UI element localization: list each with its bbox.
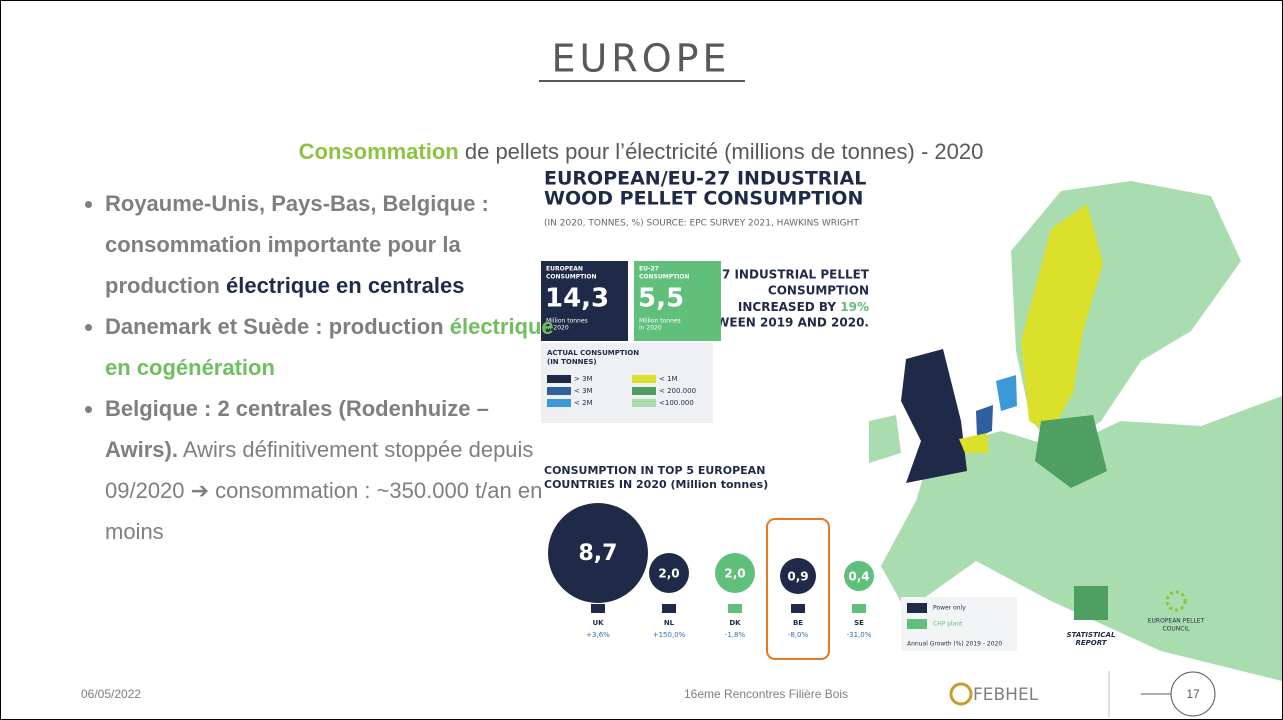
increase-text: EU-27 INDUSTRIAL PELLET: [691, 268, 870, 282]
page-number: 17: [1186, 687, 1200, 701]
bullet-text: Belgique : 2 centrales (Rodenhuize – Awi…: [105, 396, 489, 462]
bubble-value: 2,0: [658, 567, 679, 581]
growth: +150,0%: [653, 631, 686, 639]
bubble: [844, 561, 874, 591]
bubble: [548, 503, 648, 603]
stat-label: EU-27: [639, 266, 659, 273]
bubble: [780, 558, 816, 594]
info-title: EUROPEAN/EU-27 INDUSTRIAL: [544, 168, 866, 190]
growth: -1,8%: [725, 631, 746, 639]
flag: [852, 604, 866, 613]
type-swatch: [907, 603, 927, 613]
country-code: NL: [664, 619, 675, 627]
logo-text: COUNCIL: [1162, 626, 1190, 633]
legend-swatch: [632, 387, 656, 395]
legend-label: < 1M: [659, 375, 678, 383]
stat-value: 5,5: [638, 284, 684, 314]
legend-label: < 200.000: [659, 387, 696, 395]
logo-text: EUROPEAN PELLET: [1148, 618, 1205, 625]
bullet-text: Awirs définitivement stoppée depuis 09/2…: [105, 437, 543, 544]
bullet-list: Royaume-Unis, Pays-Bas, Belgique : conso…: [61, 183, 565, 552]
stat-box: [541, 261, 628, 341]
increase-text: CONSUMPTION: [768, 284, 869, 298]
info-source: (IN 2020, TONNES, %) SOURCE: EPC SURVEY …: [544, 219, 859, 229]
bubble-value: 0,4: [848, 570, 869, 584]
top5-title: CONSUMPTION IN TOP 5 EUROPEAN: [544, 464, 765, 477]
logo-text: REPORT: [1075, 639, 1107, 647]
report-logo: [1074, 586, 1108, 620]
legend-label: > 3M: [574, 375, 593, 383]
info-title: WOOD PELLET CONSUMPTION: [544, 188, 863, 210]
type-label: Power only: [933, 605, 966, 612]
stat-unit: Million tonnes: [639, 318, 681, 325]
country-code: BE: [793, 619, 803, 627]
stat-label: CONSUMPTION: [639, 274, 690, 281]
bullet: Danemark et Suède : production électriqu…: [105, 306, 565, 388]
increase-text: BETWEEN 2019 AND 2020.: [691, 316, 869, 330]
growth: -31,0%: [847, 631, 872, 639]
bullet: Royaume-Unis, Pays-Bas, Belgique : conso…: [105, 183, 565, 306]
bubble-value: 8,7: [579, 541, 618, 566]
flag: [728, 604, 742, 613]
watermark: EUROPE: [1228, 369, 1257, 377]
increase-text: INCREASED BY 19%: [738, 300, 869, 314]
type-label: CHP plant: [933, 621, 963, 628]
legend-label: <100.000: [659, 399, 694, 407]
stat-box: [634, 261, 721, 341]
infographic: EUROPEAN/EU-27 INDUSTRIAL WOOD PELLET CO…: [541, 168, 1271, 660]
flag: [662, 604, 676, 613]
country-code: SE: [854, 619, 864, 627]
subtitle-rest: de pellets pour l’électricité (millions …: [459, 139, 984, 164]
stat-label: EUROPEAN: [546, 266, 583, 273]
stat-unit: Million tonnes: [546, 318, 588, 325]
legend-title: (IN TONNES): [547, 358, 597, 366]
council-logo: [1165, 590, 1187, 612]
footer-brand: FEBHEL: [973, 685, 1039, 705]
bubble: [715, 553, 755, 593]
legend-swatch: [632, 399, 656, 407]
bullet-text: électrique en cogénération: [105, 314, 554, 380]
legend-label: < 2M: [574, 399, 593, 407]
bullet-text: Danemark et Suède : production: [105, 314, 450, 339]
stat-unit: in 2020: [639, 325, 662, 332]
legend-swatch: [547, 375, 571, 383]
subtitle: Consommation de pellets pour l’électrici…: [299, 139, 984, 164]
bullet: Belgique : 2 centrales (Rodenhuize – Awi…: [105, 388, 565, 552]
highlight-frame: [766, 518, 830, 660]
legend-title: ACTUAL CONSUMPTION: [547, 349, 639, 357]
bullet-text: électrique en centrales: [225, 273, 465, 298]
bubble: [649, 553, 689, 593]
growth: -8,0%: [788, 631, 809, 639]
flag: [791, 604, 805, 613]
bubble-value: 2,0: [724, 567, 745, 581]
type-swatch: [907, 619, 927, 629]
logo-text: STATISTICAL: [1067, 631, 1116, 639]
slide-title: EUROPE: [551, 37, 730, 81]
country-code: UK: [592, 619, 604, 627]
page-circle: [1170, 671, 1216, 717]
growth-note: Annual Growth (%) 2019 - 2020: [907, 641, 1002, 648]
top5-title: COUNTRIES IN 2020 (Million tonnes): [544, 478, 768, 491]
stat-unit: in 2020: [546, 325, 569, 332]
stat-label: CONSUMPTION: [546, 274, 597, 281]
footer-event: 16eme Rencontres Filière Bois: [684, 687, 848, 701]
country-code: DK: [729, 619, 741, 627]
bullet-text: Royaume-Unis, Pays-Bas, Belgique : conso…: [105, 191, 489, 298]
flag: [591, 604, 605, 613]
footer-date: 06/05/2022: [81, 687, 141, 701]
subtitle-highlight: Consommation: [299, 139, 459, 164]
legend-swatch: [547, 399, 571, 407]
legend-label: < 3M: [574, 387, 593, 395]
brand-logo: [949, 682, 973, 706]
watermark: Bioenergy: [1174, 347, 1271, 367]
growth: +3,6%: [586, 631, 610, 639]
stat-value: 14,3: [545, 284, 609, 314]
legend-swatch: [632, 375, 656, 383]
increase-pct: 19%: [840, 300, 869, 314]
legend-swatch: [547, 387, 571, 395]
increase-text: INCREASED BY: [738, 300, 840, 314]
bubble-value: 0,9: [787, 570, 808, 584]
